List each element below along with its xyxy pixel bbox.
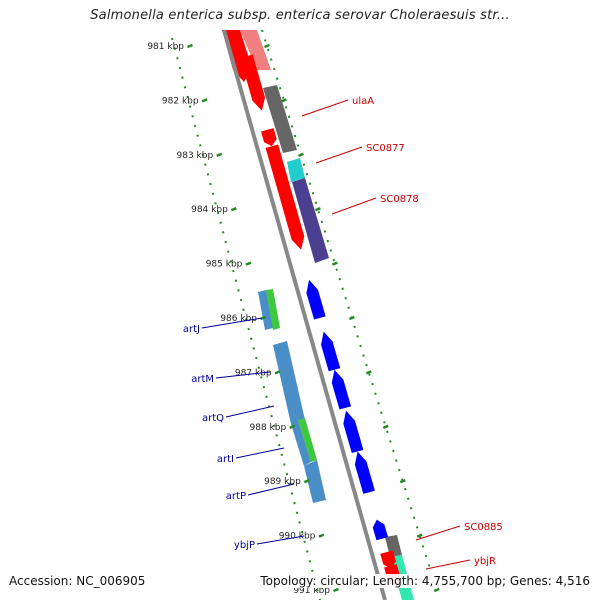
gene-reverse-artM[interactable] xyxy=(321,331,341,372)
outer-ruler-tick xyxy=(416,533,423,538)
ruler-tick xyxy=(333,587,339,593)
gene-reverse-artP[interactable] xyxy=(354,451,375,494)
outer-ruler-tick xyxy=(365,370,372,375)
gene-leader-line xyxy=(201,317,263,329)
outer-ruler-tick xyxy=(382,424,389,429)
ruler-tick xyxy=(201,98,208,103)
gene-label-SC0885[interactable]: SC0885 xyxy=(464,522,503,533)
outer-ruler-line xyxy=(261,29,433,576)
genome-backbone xyxy=(222,29,387,600)
gene-reverse-artI[interactable] xyxy=(343,410,364,454)
cog-bar-artI-green xyxy=(298,418,317,462)
ruler-tick-label: 985 kbp xyxy=(206,260,243,270)
cog-bar-artI xyxy=(291,420,311,466)
gene-leader-line xyxy=(247,483,295,496)
genome-stats-text: Topology: circular; Length: 4,755,700 bp… xyxy=(260,574,590,588)
cog-bar-artJ-green xyxy=(266,289,280,330)
accession-text: Accession: NC_006905 xyxy=(9,574,146,588)
gene-leader-line xyxy=(331,197,377,215)
cog-bar-SC0878 xyxy=(292,178,329,263)
gene-forward-SC0878[interactable] xyxy=(265,144,305,250)
gene-label-artJ[interactable]: artJ xyxy=(183,324,200,335)
cog-bar-artM-artQ xyxy=(273,341,305,424)
ruler-tick-label: 984 kbp xyxy=(191,205,228,215)
gene-reverse-artJ[interactable] xyxy=(306,279,326,320)
gene-label-artM[interactable]: artM xyxy=(191,374,214,385)
gene-label-SC0878[interactable]: SC0878 xyxy=(380,194,419,205)
outer-ruler-tick xyxy=(331,261,338,266)
ruler-tick xyxy=(260,315,266,321)
ruler-tick xyxy=(318,533,325,538)
ruler-tick xyxy=(187,43,193,49)
ruler-tick-label: 981 kbp xyxy=(147,42,184,52)
gene-label-artI[interactable]: artI xyxy=(217,454,234,465)
cog-bar-artJ xyxy=(258,290,273,330)
gene-label-artQ[interactable]: artQ xyxy=(202,413,224,424)
gene-leader-line xyxy=(425,559,471,570)
gene-leader-line xyxy=(225,405,275,418)
ruler-tick-label: 990 kbp xyxy=(279,532,316,542)
ruler-tick-label: 982 kbp xyxy=(162,96,199,106)
outer-ruler-tick xyxy=(348,315,355,321)
outer-ruler-tick xyxy=(314,207,321,212)
gene-reverse-artQ[interactable] xyxy=(331,369,352,410)
gene-leader-line xyxy=(256,535,305,545)
outer-ruler-tick xyxy=(297,152,304,157)
cog-bar-SC0877 xyxy=(287,158,305,182)
gene-label-ybjR[interactable]: ybjR xyxy=(474,556,496,567)
ruler-tick xyxy=(274,370,281,375)
gene-leader-line xyxy=(315,146,363,164)
cog-bar-artP xyxy=(304,460,326,503)
ruler-tick xyxy=(289,424,296,429)
ruler-tick-label: 988 kbp xyxy=(250,423,287,433)
gene-forward-SC0885[interactable] xyxy=(380,550,396,569)
gene-label-ulaA[interactable]: ulaA xyxy=(352,96,374,107)
outer-ruler-tick xyxy=(399,479,406,484)
ruler-tick-label: 991 kbp xyxy=(293,586,330,596)
gene-forward-SC0877[interactable] xyxy=(260,128,277,147)
ruler-tick xyxy=(303,479,310,484)
inner-ruler-line xyxy=(171,37,321,600)
gene-reverse-ybjP[interactable] xyxy=(372,519,389,541)
gene-leader-line xyxy=(415,525,461,541)
gene-leader-line xyxy=(235,447,285,459)
outer-ruler-tick xyxy=(433,587,440,593)
genome-title: Salmonella enterica subsp. enterica sero… xyxy=(90,8,510,23)
gene-forward-ulaA[interactable] xyxy=(240,54,266,111)
outer-ruler-tick xyxy=(264,43,270,49)
cog-bar-ulaA xyxy=(263,85,297,153)
ruler-tick xyxy=(216,152,223,157)
ruler-tick-label: 986 kbp xyxy=(220,314,257,324)
gene-label-SC0877[interactable]: SC0877 xyxy=(366,143,405,154)
ruler-tick-label: 989 kbp xyxy=(264,477,301,487)
gene-partial-top-pink[interactable] xyxy=(240,30,271,70)
gene-label-ybjP[interactable]: ybjP xyxy=(234,540,255,551)
ruler-tick xyxy=(230,207,237,212)
outer-ruler-tick xyxy=(280,98,287,103)
gene-leader-line xyxy=(301,99,349,117)
ruler-tick xyxy=(245,261,252,266)
gene-leader-line xyxy=(215,371,271,379)
ruler-tick-label: 983 kbp xyxy=(177,151,214,161)
gene-label-artP[interactable]: artP xyxy=(226,491,246,502)
